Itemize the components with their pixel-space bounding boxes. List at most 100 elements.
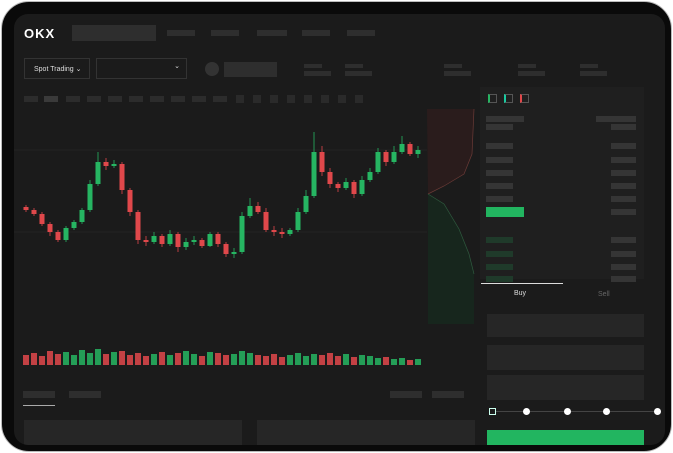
depth-bids-area [428,194,474,324]
chevron-down-icon: ⌄ [174,63,180,70]
price-input[interactable] [487,314,644,337]
volume-bar [135,353,141,365]
volume-bar [399,358,405,365]
nav-item[interactable] [167,30,195,36]
candle-body [111,164,117,166]
eye-icon[interactable] [338,95,346,103]
total-input[interactable] [487,375,644,400]
candle-body [383,152,389,162]
volume-bar [351,357,357,365]
volume-bar [87,353,93,365]
timeframe-button[interactable] [108,96,122,102]
volume-bar [183,351,189,365]
ask-price [486,143,513,149]
candle-body [175,234,181,247]
volume-bar [343,354,349,365]
orderbook-view-bids-icon[interactable] [504,94,513,103]
volume-bar [319,355,325,365]
nav-item[interactable] [211,30,239,36]
bid-price [486,237,513,243]
volume-bar [151,354,157,365]
timeframe-button[interactable] [44,96,58,102]
ask-price [486,124,513,130]
candle-body [39,214,45,224]
volume-bar [159,352,165,365]
timeframe-button[interactable] [87,96,101,102]
stat-label [304,64,322,68]
slider-stop[interactable] [564,408,571,415]
volume-bar [47,351,53,365]
volume-bar [103,354,109,365]
volume-bar [271,354,277,365]
buy-submit-button[interactable] [487,430,644,445]
candle-body [151,236,157,242]
volume-bar [215,353,221,365]
volume-bar [63,352,69,365]
search-bar[interactable] [72,25,156,41]
line-icon[interactable] [287,95,295,103]
candlestick-chart[interactable] [14,14,665,445]
candle-body [23,207,29,210]
chevron-down-icon: ⌄ [75,66,82,73]
candle-body [167,234,173,244]
timeframe-button[interactable] [66,96,80,102]
candle-body [119,164,125,190]
market-select-label: Spot Trading [34,66,74,73]
settings-icon[interactable] [355,95,363,103]
depth-bids-line [427,193,475,275]
timeframe-button[interactable] [171,96,185,102]
timeframe-button[interactable] [24,96,38,102]
timeframe-button[interactable] [192,96,206,102]
pair-select[interactable]: ⌄ [96,58,187,79]
volume-bar [191,354,197,365]
okx-logo[interactable]: OKX [24,26,56,41]
magnet-icon[interactable] [321,95,329,103]
ask-amount [611,124,636,130]
tab-open-orders[interactable] [23,391,55,398]
formula-icon[interactable] [270,95,278,103]
tab-buy[interactable]: Buy [514,290,527,297]
stat-label [518,64,536,68]
bid-amount [611,251,636,257]
nav-item[interactable] [302,30,330,36]
ask-amount [611,157,636,163]
slider-stop[interactable] [654,408,661,415]
filter-button[interactable] [432,391,464,398]
candle-body [271,230,277,232]
volume-bar [143,356,149,365]
tab-sell[interactable]: Sell [598,291,610,298]
amount-input[interactable] [487,345,644,370]
stat-label [444,64,462,68]
pair-name [224,62,277,77]
timeframe-button[interactable] [213,96,227,102]
candle-body [351,182,357,194]
timeframe-button[interactable] [129,96,143,102]
indicator-icon[interactable] [236,95,244,103]
orderbook-view-both-icon[interactable] [488,94,497,103]
volume-bar [295,353,301,365]
candle-body [231,252,237,254]
compare-icon[interactable] [253,95,261,103]
amount-slider[interactable] [491,411,657,412]
candle-body [303,196,309,212]
orderbook-view-asks-icon[interactable] [520,94,529,103]
candle-body [135,212,141,240]
slider-stop[interactable] [489,408,496,415]
nav-item[interactable] [347,30,375,36]
volume-bar [167,355,173,365]
slider-stop[interactable] [523,408,530,415]
nav-item[interactable] [257,30,287,36]
candle-body [327,172,333,184]
depth-asks-line [427,108,475,195]
volume-bar [223,355,229,365]
tab-history[interactable] [69,391,101,398]
timeframe-button[interactable] [150,96,164,102]
draw-icon[interactable] [304,95,312,103]
market-select[interactable]: Spot Trading ⌄ [24,58,90,79]
slider-stop[interactable] [603,408,610,415]
filter-button[interactable] [390,391,422,398]
volume-bar [383,357,389,365]
candle-body [359,180,365,194]
candle-body [335,184,341,188]
volume-bar [95,349,101,365]
